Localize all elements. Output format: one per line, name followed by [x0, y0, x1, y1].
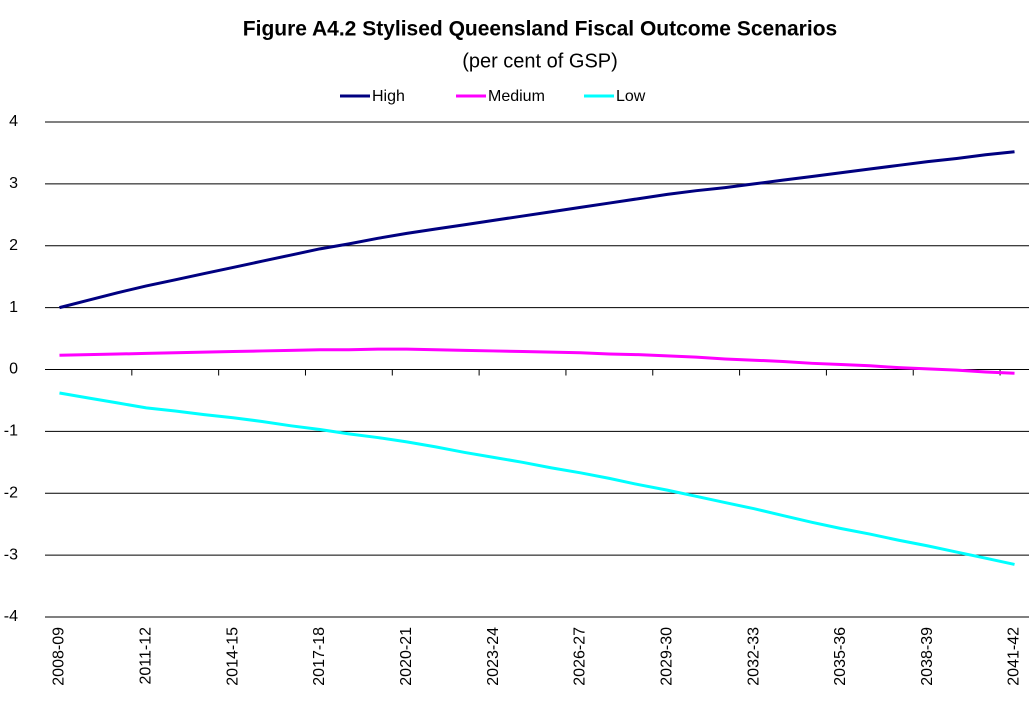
x-tick-label: 2023-24: [485, 627, 502, 686]
series-line: [59, 391, 1015, 566]
y-tick-label: 0: [9, 361, 18, 378]
y-tick-label: 1: [9, 299, 18, 316]
y-tick-label: 2: [9, 237, 18, 254]
series-line: [59, 150, 1015, 310]
y-tick-label: 4: [9, 113, 18, 130]
x-tick-label: 2029-30: [658, 627, 675, 686]
y-tick-label: -2: [4, 484, 18, 501]
x-tick-label: 2026-27: [572, 627, 589, 686]
x-tick-label: 2020-21: [398, 627, 415, 686]
legend-label: Low: [616, 88, 646, 105]
x-tick-label: 2041-42: [1006, 627, 1023, 686]
x-tick-label: 2017-18: [311, 627, 328, 686]
x-tick-label: 2038-39: [919, 627, 936, 686]
y-tick-label: 3: [9, 175, 18, 192]
x-tick-label: 2011-12: [138, 627, 155, 685]
y-tick-label: -1: [4, 423, 18, 440]
y-tick-label: -3: [4, 546, 18, 563]
legend-label: Medium: [488, 88, 545, 105]
series-line: [59, 347, 1015, 375]
x-tick-label: 2008-09: [51, 627, 68, 686]
x-tick-label: 2032-33: [745, 627, 762, 686]
x-tick-label: 2035-36: [832, 627, 849, 686]
x-tick-label: 2014-15: [224, 627, 241, 686]
chart-title: Figure A4.2 Stylised Queensland Fiscal O…: [243, 18, 837, 41]
chart-subtitle: (per cent of GSP): [462, 50, 618, 72]
legend-label: High: [372, 88, 405, 105]
y-tick-label: -4: [4, 608, 18, 625]
